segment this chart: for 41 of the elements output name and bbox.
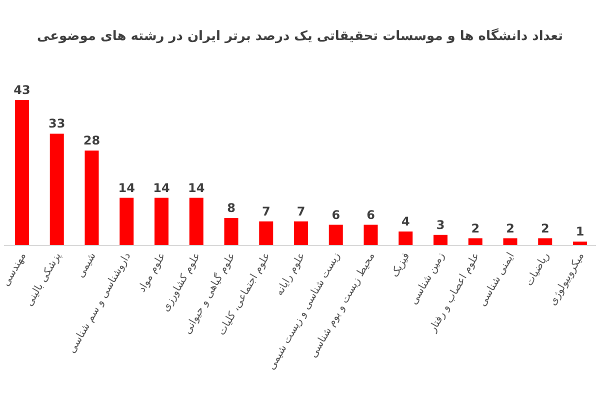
- data-label: 3: [436, 218, 445, 232]
- bar: [294, 221, 308, 245]
- x-tick-label: علوم رایانه: [273, 250, 308, 298]
- bar: [84, 150, 99, 245]
- bar: [189, 198, 204, 245]
- data-label: 28: [83, 134, 100, 148]
- data-label: 2: [540, 221, 550, 236]
- bar: [15, 100, 29, 245]
- bar: [120, 198, 134, 245]
- x-tick-label: ریاضیات: [523, 250, 552, 288]
- data-label: 7: [262, 204, 270, 218]
- bar: [468, 238, 482, 245]
- data-label: 14: [118, 180, 135, 195]
- bar: [50, 134, 64, 245]
- data-label: 7: [296, 204, 306, 218]
- x-tick-label: علوم مواد: [136, 250, 168, 294]
- data-label: 4: [401, 214, 410, 229]
- chart-title: تعداد دانشگاه ها و موسسات تحقیقاتی یک درصد برتر ایران در رشته های موضوعی: [36, 28, 564, 44]
- bar: [573, 242, 587, 245]
- bar: [224, 218, 238, 245]
- data-label: 14: [153, 180, 170, 195]
- bar: [538, 238, 552, 245]
- data-label: 8: [227, 201, 236, 216]
- data-label: 2: [471, 221, 480, 236]
- bar: [398, 232, 413, 245]
- bar: [364, 224, 378, 245]
- bar: [328, 224, 343, 245]
- bar: [154, 198, 168, 245]
- bar: [434, 234, 448, 245]
- data-label: 33: [48, 116, 66, 131]
- data-label: 6: [366, 208, 375, 222]
- data-label: 43: [14, 83, 30, 97]
- data-label: 14: [188, 180, 205, 195]
- bar: [259, 221, 274, 245]
- x-tick-label: مهندسی: [0, 250, 29, 288]
- x-tick-label: ایمنی شناسی: [476, 250, 517, 308]
- data-label: 6: [332, 208, 340, 222]
- x-tick-label: شیمی: [74, 250, 98, 280]
- data-label: 2: [506, 221, 514, 236]
- data-label: 1: [576, 224, 584, 239]
- bar: [503, 238, 518, 245]
